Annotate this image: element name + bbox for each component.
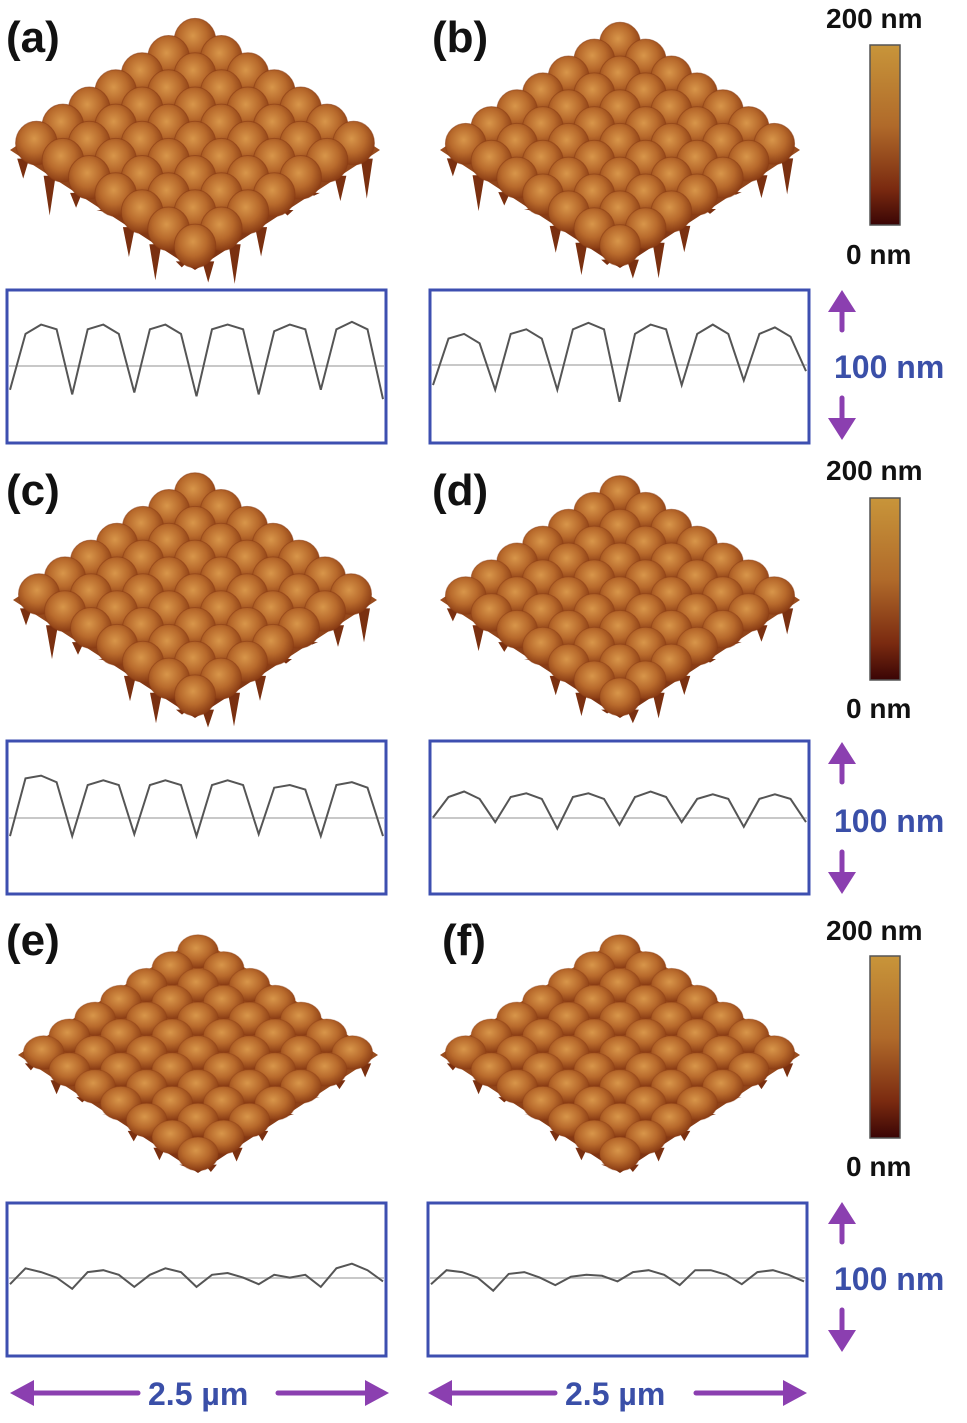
height-profile-f	[430, 1269, 805, 1293]
horizontal-scale-right: 2.5 µm	[428, 1376, 807, 1412]
colorbar-top-label: 200 nm	[826, 455, 923, 486]
profile-box-a	[5, 288, 388, 445]
panel-label-a: (a)	[6, 13, 60, 62]
panel-d: (d)	[428, 466, 811, 896]
surface-bump	[599, 224, 641, 267]
surface-bump	[174, 674, 216, 717]
panel-label-c: (c)	[6, 466, 60, 515]
vertical-scale-2: 100 nm	[828, 742, 944, 894]
height-profile-d	[432, 790, 807, 831]
colorbar-1: 200 nm 0 nm	[826, 3, 923, 270]
colorbar-top-label: 200 nm	[826, 3, 923, 34]
panel-a: (a)	[5, 13, 388, 445]
profile-box-e	[5, 1201, 388, 1358]
horizontal-scale-label: 2.5 µm	[565, 1376, 665, 1412]
colorbar-scale	[869, 44, 901, 226]
profile-box-f	[426, 1201, 809, 1358]
afm-surface-f	[440, 934, 800, 1173]
afm-surface-b	[440, 21, 800, 279]
panel-e: (e)	[5, 916, 388, 1358]
vertical-scale-label: 100 nm	[834, 349, 944, 385]
vertical-scale-label: 100 nm	[834, 803, 944, 839]
panel-label-e: (e)	[6, 916, 60, 965]
colorbar-bottom-label: 0 nm	[846, 239, 911, 270]
panel-label-b: (b)	[432, 13, 488, 62]
afm-surface-e	[18, 934, 378, 1173]
colorbar-bottom-label: 0 nm	[846, 693, 911, 724]
panel-c: (c)	[5, 466, 388, 896]
afm-surface-c	[13, 472, 377, 728]
surface-bump	[173, 223, 217, 269]
vertical-scale-1: 100 nm	[828, 290, 944, 440]
afm-surface-a	[10, 17, 380, 284]
panel-label-d: (d)	[432, 466, 488, 515]
afm-surface-d	[440, 475, 800, 724]
height-profile-b	[432, 321, 807, 403]
colorbar-3: 200 nm 0 nm	[826, 915, 923, 1182]
profile-box-d	[428, 739, 811, 896]
height-profile-e	[9, 1262, 384, 1291]
horizontal-scale-left: 2.5 µm	[10, 1376, 389, 1412]
surface-bump	[599, 677, 641, 717]
colorbar-bottom-label: 0 nm	[846, 1151, 911, 1182]
colorbar-top-label: 200 nm	[826, 915, 923, 946]
surface-bump	[177, 1136, 219, 1172]
height-profile-a	[9, 320, 384, 400]
colorbar-scale	[869, 497, 901, 681]
panel-b: (b)	[428, 13, 811, 445]
profile-box-c	[5, 739, 388, 896]
vertical-scale-label: 100 nm	[834, 1261, 944, 1297]
surface-bump	[599, 1136, 641, 1172]
colorbar-2: 200 nm 0 nm	[826, 455, 923, 724]
colorbar-scale	[869, 955, 901, 1139]
horizontal-scale-label: 2.5 µm	[148, 1376, 248, 1412]
height-profile-c	[9, 774, 384, 840]
panel-label-f: (f)	[442, 916, 486, 965]
panel-f: (f)	[426, 916, 809, 1358]
vertical-scale-3: 100 nm	[828, 1202, 944, 1352]
profile-box-b	[428, 288, 811, 445]
